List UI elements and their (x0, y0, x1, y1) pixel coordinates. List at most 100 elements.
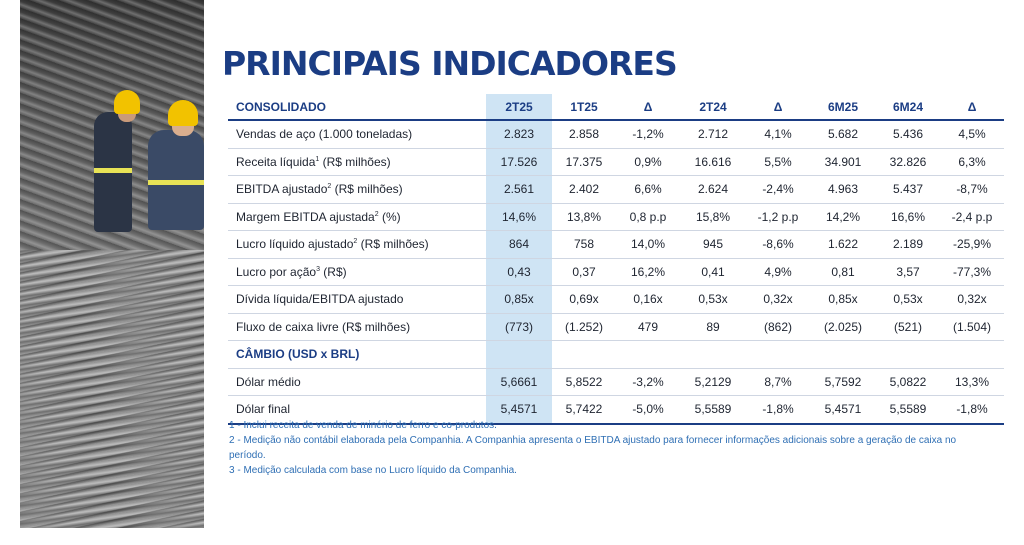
table-cell: 89 (680, 313, 746, 341)
table-row: Fluxo de caixa livre (R$ milhões) (773) (1… (228, 313, 1004, 341)
row-label-text: Fluxo de caixa livre (R$ milhões) (236, 319, 411, 334)
table-cell: (862) (746, 313, 810, 341)
table-cell: 5.436 (876, 120, 940, 149)
empty-cell (876, 340, 940, 369)
row-label: Lucro por ação3 (R$) (228, 258, 486, 286)
row-label: Vendas de aço (1.000 toneladas) (228, 120, 486, 149)
row-label: Receita líquida1 (R$ milhões) (228, 148, 486, 176)
table-cell: 3,57 (876, 258, 940, 286)
table-cell: 1.622 (810, 230, 876, 259)
table-cell: 17.526 (486, 148, 552, 176)
row-label: Fluxo de caixa livre (R$ milhões) (228, 313, 486, 341)
page-title: PRINCIPAIS INDICADORES (222, 44, 678, 83)
table-cell: 4,5% (940, 120, 1004, 149)
table-cell: 0,85x (486, 285, 552, 314)
table-cell: 0,85x (810, 285, 876, 314)
table-cell: -1,2 p.p (746, 203, 810, 231)
table-cell: -3,2% (616, 368, 680, 396)
table-cell: 0,32x (746, 285, 810, 314)
table-row: Dólar final 5,4571 5,7422 -5,0% 5,5589 -1,8% 5… (228, 395, 1004, 425)
table-cell: 2.624 (680, 175, 746, 204)
table-cell: 2.561 (486, 175, 552, 204)
table-cell: 32.826 (876, 148, 940, 176)
table-cell: 0,16x (616, 285, 680, 314)
table-cell: 0,32x (940, 285, 1004, 314)
table-cell: 4.963 (810, 175, 876, 204)
row-label: Lucro líquido ajustado2 (R$ milhões) (228, 230, 486, 259)
table-cell: 758 (552, 230, 616, 259)
table-cell: 8,7% (746, 368, 810, 396)
table-row: Lucro por ação3 (R$) 0,43 0,37 16,2% 0,41 4,9… (228, 258, 1004, 286)
empty-cell (746, 340, 810, 369)
table-row: EBITDA ajustado2 (R$ milhões) 2.561 2.402 6… (228, 175, 1004, 204)
table-cell: -1,8% (940, 395, 1004, 425)
row-label-text: Lucro líquido ajustado (236, 237, 354, 252)
table-cell: 4,9% (746, 258, 810, 286)
row-label-unit: (R$) (319, 264, 347, 279)
table-cell: 34.901 (810, 148, 876, 176)
table-cell: 0,43 (486, 258, 552, 286)
table-cell: -2,4% (746, 175, 810, 204)
column-header: Δ (746, 94, 810, 121)
column-header: 2T25 (486, 94, 552, 121)
table-cell: 2.402 (552, 175, 616, 204)
row-label-text: Margem EBITDA ajustada (236, 209, 375, 224)
table-cell: 6,6% (616, 175, 680, 204)
column-header: 2T24 (680, 94, 746, 121)
table-cell: 2.189 (876, 230, 940, 259)
table-cell: 945 (680, 230, 746, 259)
table-row: Vendas de aço (1.000 toneladas) 2.823 2.85… (228, 120, 1004, 149)
table-cell: 15,8% (680, 203, 746, 231)
table-cell: (1.252) (552, 313, 616, 341)
table-cell: 5,7422 (552, 395, 616, 425)
row-label-unit: (%) (378, 209, 401, 224)
table-cell: -5,0% (616, 395, 680, 425)
table-cell: 16.616 (680, 148, 746, 176)
table-row: Margem EBITDA ajustada2 (%) 14,6% 13,8% 0,8… (228, 203, 1004, 231)
table-cell: 2.712 (680, 120, 746, 149)
row-label-unit: (R$ milhões) (331, 182, 403, 197)
table-cell: 0,69x (552, 285, 616, 314)
table-cell: 2.858 (552, 120, 616, 149)
footnote: 2 - Medição não contábil elaborada pela … (229, 435, 957, 461)
table-cell: 14,2% (810, 203, 876, 231)
table-cell: 4,1% (746, 120, 810, 149)
table-row: Dólar médio 5,6661 5,8522 -3,2% 5,2129 8,7% 5,… (228, 368, 1004, 396)
table-cell: 864 (486, 230, 552, 259)
table-cell: (2.025) (810, 313, 876, 341)
row-label-text: EBITDA ajustado (236, 182, 328, 197)
footnote: 3 - Medição calculada com base no Lucro … (229, 465, 517, 476)
footnote-marker: 1 (315, 155, 320, 163)
table-cell: 0,53x (876, 285, 940, 314)
table-cell: 0,41 (680, 258, 746, 286)
table-cell: -2,4 p.p (940, 203, 1004, 231)
empty-cell (486, 340, 552, 369)
table-row: Receita líquida1 (R$ milhões) 17.526 17.37… (228, 148, 1004, 176)
table-cell: (1.504) (940, 313, 1004, 341)
table-cell: -1,8% (746, 395, 810, 425)
footnote-marker: 2 (353, 238, 358, 246)
row-label-text: Dólar final (236, 402, 291, 417)
worker-vest-stripe (148, 180, 204, 185)
table-cell: 5,8522 (552, 368, 616, 396)
table-row: Lucro líquido ajustado2 (R$ milhões) 864 7… (228, 230, 1004, 259)
column-header: 6M24 (876, 94, 940, 121)
footnote: 1 - Inclui receita de venda de minério d… (229, 420, 497, 431)
table-cell: -77,3% (940, 258, 1004, 286)
section-label: CÂMBIO (USD x BRL) (228, 340, 486, 369)
hard-hat-icon (114, 90, 140, 114)
table-cell: 0,8 p.p (616, 203, 680, 231)
empty-cell (616, 340, 680, 369)
empty-cell (680, 340, 746, 369)
row-label: Dólar final (228, 395, 486, 425)
table-cell: 5,4571 (810, 395, 876, 425)
table-cell: -8,6% (746, 230, 810, 259)
table-cell: 5,4571 (486, 395, 552, 425)
row-label: Margem EBITDA ajustada2 (%) (228, 203, 486, 231)
table-cell: 14,0% (616, 230, 680, 259)
row-label-text: Receita líquida (236, 154, 316, 169)
steel-workers-photo (20, 0, 204, 528)
table-cell: 5,7592 (810, 368, 876, 396)
table-cell: 5,5589 (680, 395, 746, 425)
table-cell: 5,5589 (876, 395, 940, 425)
